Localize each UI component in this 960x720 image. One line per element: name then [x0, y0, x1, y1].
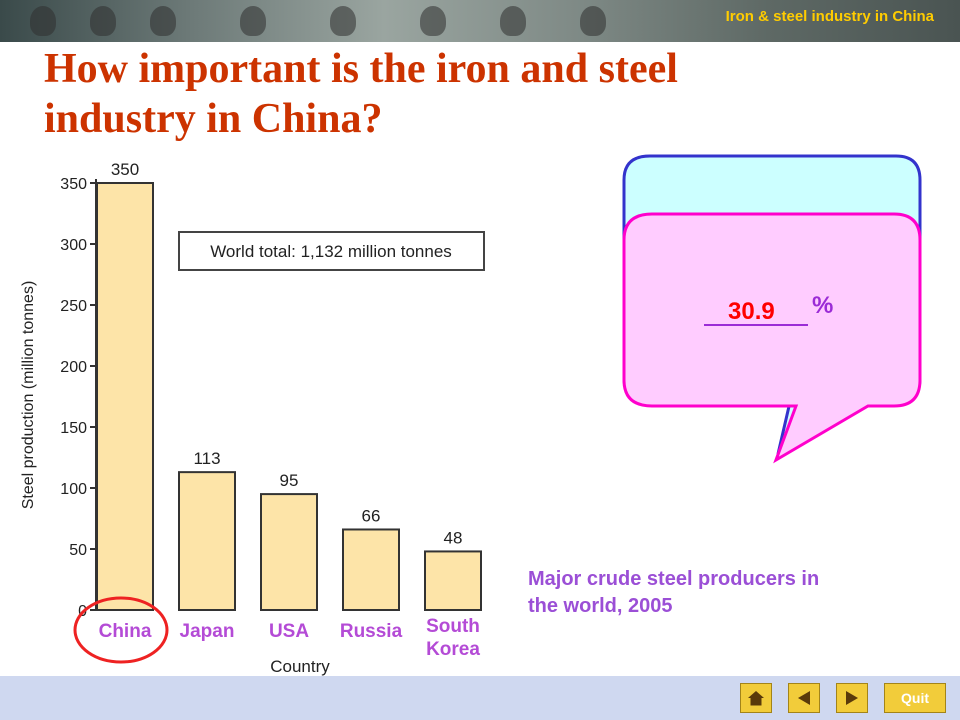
highlight-circle: [73, 596, 169, 664]
category-label: South: [426, 616, 480, 637]
y-tick-label: 250: [60, 298, 87, 315]
home-icon: [748, 691, 764, 706]
data-labels: 350 113 95 66 48: [111, 160, 463, 547]
banner-figure: [30, 6, 56, 36]
header-banner: Iron & steel industry in China: [0, 0, 960, 42]
banner-figure: [330, 6, 356, 36]
banner-figure: [90, 6, 116, 36]
data-label: 95: [280, 471, 299, 490]
answer-value: 30.9: [728, 298, 775, 325]
bar-usa: [260, 493, 318, 612]
home-button[interactable]: [740, 683, 772, 713]
quit-button[interactable]: Quit: [884, 683, 946, 713]
section-title: Iron & steel industry in China: [725, 8, 934, 25]
bar-russia: [342, 528, 400, 612]
previous-button[interactable]: [788, 683, 820, 713]
banner-figure: [240, 6, 266, 36]
front-speech-bubble: [622, 212, 922, 464]
data-label: 48: [444, 528, 463, 547]
next-button[interactable]: [836, 683, 868, 713]
x-axis-label: Country: [270, 657, 330, 676]
bar-china: [96, 182, 154, 611]
banner-figure: [500, 6, 526, 36]
bar-south-korea: [424, 550, 482, 612]
answer-blank: 30.9 %: [704, 292, 834, 330]
category-label: China: [99, 621, 152, 642]
y-tick-label: 300: [60, 237, 87, 254]
banner-figure: [150, 6, 176, 36]
y-tick-label: 350: [60, 176, 87, 193]
answer-unit: %: [812, 292, 834, 319]
annotation-text: World total: 1,132 million tonnes: [210, 242, 452, 261]
category-label: Japan: [180, 621, 235, 642]
triangle-left-icon: [798, 691, 810, 705]
answer-underline: [704, 324, 808, 326]
data-label: 113: [193, 449, 220, 468]
category-label: Russia: [340, 621, 403, 642]
y-tick-label: 150: [60, 420, 87, 437]
y-tick-label: 50: [69, 542, 87, 559]
page-title: How important is the iron and steel indu…: [44, 46, 678, 142]
y-tick-label: 100: [60, 481, 87, 498]
bar-japan: [178, 471, 236, 612]
data-label: 350: [111, 160, 139, 179]
category-label: Korea: [426, 639, 480, 660]
y-tick-label: 200: [60, 359, 87, 376]
triangle-right-icon: [846, 691, 858, 705]
annotation-box: [178, 231, 485, 271]
banner-figure: [420, 6, 446, 36]
banner-figure: [580, 6, 606, 36]
chart-caption: Major crude steel producers in the world…: [528, 568, 820, 617]
category-label: USA: [269, 621, 309, 642]
y-axis-label: Steel production (million tonnes): [20, 281, 37, 510]
data-label: 66: [362, 506, 381, 525]
bars: [96, 182, 482, 612]
